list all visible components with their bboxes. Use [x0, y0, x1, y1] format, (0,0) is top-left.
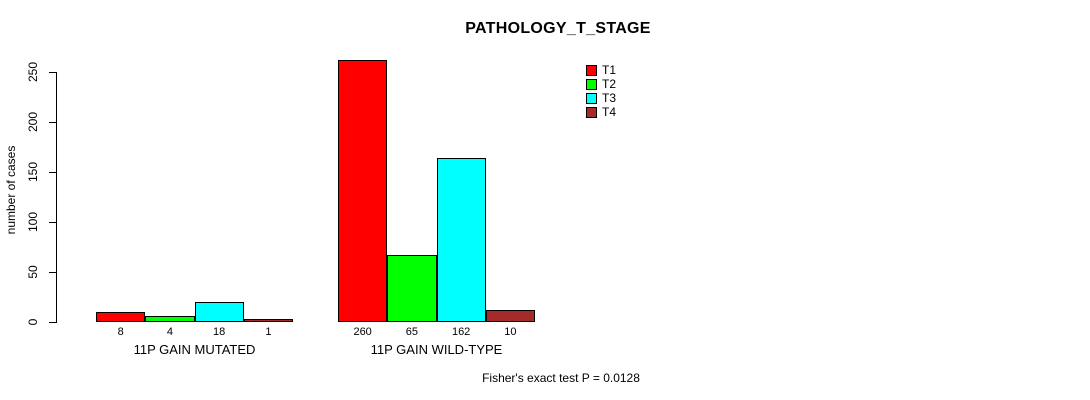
bar-t2-1	[145, 316, 195, 322]
chart-title: PATHOLOGY_T_STAGE	[465, 20, 651, 37]
bar-value-label: 65	[405, 326, 418, 338]
bar-t1-2	[338, 60, 388, 322]
bar-value-label: 4	[166, 326, 173, 338]
bar-t4-1	[243, 319, 293, 322]
legend: T1 T2 T3 T4	[586, 63, 616, 119]
legend-label: T2	[602, 77, 617, 91]
legend-label: T4	[602, 105, 617, 119]
y-axis-tick	[49, 322, 56, 323]
y-axis-label: number of cases	[4, 145, 18, 235]
y-axis-tick-label: 0	[26, 318, 40, 326]
y-axis-tick-label: 50	[26, 265, 40, 279]
legend-swatch-t2	[586, 78, 597, 90]
bar-value-label: 10	[504, 326, 517, 338]
bar-value-label: 18	[213, 326, 226, 338]
y-axis-tick	[49, 72, 56, 73]
category-label: 11P GAIN WILD-TYPE	[370, 342, 503, 357]
category-label: 11P GAIN MUTATED	[133, 342, 256, 357]
legend-swatch-t3	[586, 92, 597, 104]
annotation-text: Fisher's exact test P = 0.0128	[482, 371, 640, 385]
bar-t4-2	[485, 310, 535, 322]
legend-item: T1	[586, 63, 616, 77]
y-axis-tick	[49, 122, 56, 123]
bar-t3-1	[194, 302, 244, 322]
y-axis-tick-label: 100	[26, 211, 40, 233]
bar-value-label: 162	[451, 326, 471, 338]
legend-label: T1	[602, 63, 617, 77]
y-axis-tick	[49, 222, 56, 223]
bar-value-label: 1	[265, 326, 272, 338]
bar-t2-2	[387, 255, 437, 322]
legend-item: T2	[586, 77, 616, 91]
y-axis-tick	[49, 172, 56, 173]
legend-swatch-t4	[586, 106, 597, 118]
y-axis	[56, 72, 57, 323]
y-axis-tick-label: 250	[26, 61, 40, 83]
y-axis-tick	[49, 272, 56, 273]
bar-value-label: 8	[117, 326, 124, 338]
bar-value-label: 260	[353, 326, 372, 338]
legend-label: T3	[602, 91, 617, 105]
legend-swatch-t1	[586, 64, 597, 76]
bar-t1-1	[96, 312, 146, 322]
bar-t3-2	[436, 158, 486, 322]
legend-item: T4	[586, 105, 616, 119]
y-axis-tick-label: 150	[26, 161, 40, 183]
y-axis-tick-label: 200	[26, 111, 40, 133]
legend-item: T3	[586, 91, 616, 105]
